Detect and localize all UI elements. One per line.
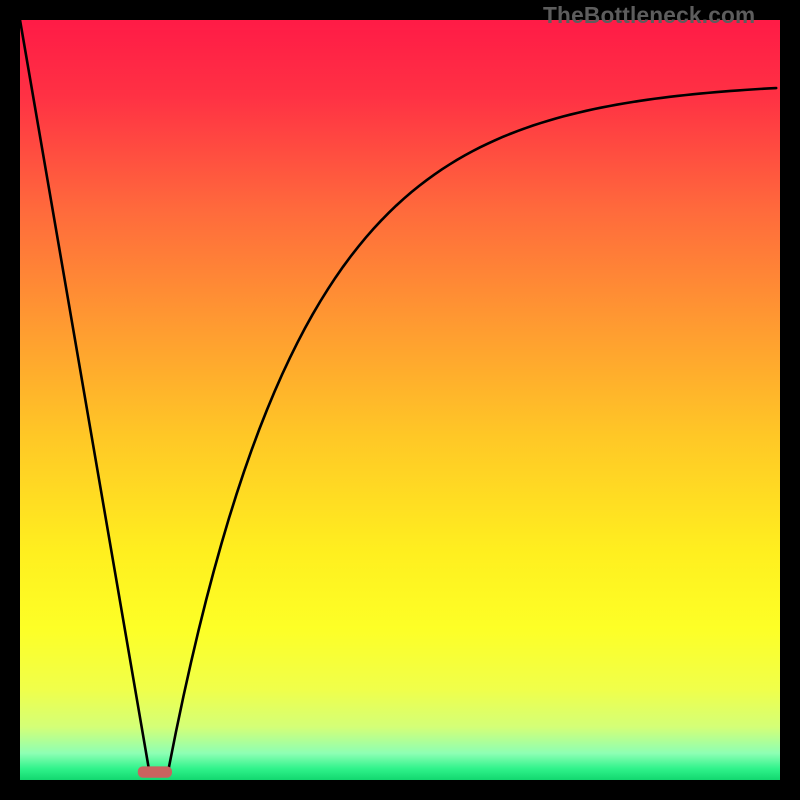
watermark-text: TheBottleneck.com xyxy=(543,2,755,29)
chart-frame xyxy=(0,0,800,800)
stage: TheBottleneck.com xyxy=(0,0,800,800)
